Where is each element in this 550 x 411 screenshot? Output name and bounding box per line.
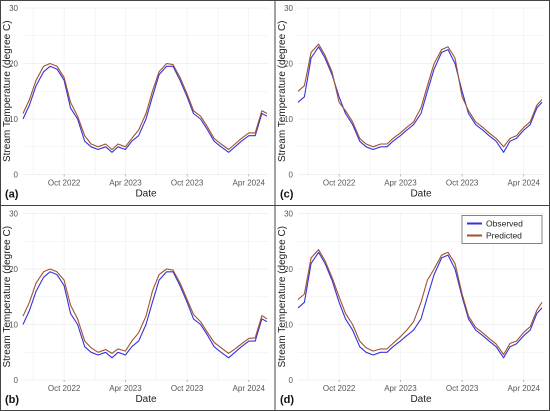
legend-box: [461, 215, 543, 244]
x-axis-label: Date: [135, 189, 157, 200]
panel-b: 0 10 20 30 Oct 2022 Apr 2023 Oct 2023 Apr 2024 D…: [2, 210, 269, 406]
y-tick-label: 10: [9, 321, 18, 330]
y-axis-label: Stream Temperature (degree C): [277, 226, 288, 368]
panel-label: (a): [5, 189, 19, 201]
x-tick-label: Oct 2022: [48, 179, 81, 188]
y-tick-label: 0: [14, 376, 19, 385]
y-tick-label: 20: [9, 60, 18, 69]
y-tick-label: 30: [284, 4, 293, 13]
x-tick-label: Oct 2022: [48, 384, 81, 393]
x-tick-label: Oct 2022: [323, 384, 356, 393]
panel-d: 0 10 20 30 Oct 2022 Apr 2023 Oct 2023 Apr 2024 D…: [277, 210, 544, 406]
y-tick-label: 0: [289, 171, 294, 180]
series-line-predicted: [22, 268, 268, 354]
panel-c: 0 10 20 30 Oct 2022 Apr 2023 Oct 2023 Apr 2024 D…: [277, 4, 544, 201]
x-axis-label: Date: [410, 394, 432, 405]
x-tick-label: Oct 2022: [323, 179, 356, 188]
series-line-predicted: [297, 249, 543, 356]
x-tick-label: Apr 2023: [384, 384, 417, 393]
series-line-observed: [297, 251, 543, 359]
series-line-predicted: [22, 62, 268, 151]
legend-label-observed: Observed: [486, 219, 523, 229]
series-line-predicted: [297, 43, 543, 148]
x-tick-label: Apr 2024: [233, 384, 266, 393]
series-line-observed: [22, 271, 268, 359]
y-tick-label: 10: [284, 115, 293, 124]
panel-label: (b): [5, 394, 19, 406]
y-tick-label: 10: [9, 115, 18, 124]
x-axis-label: Date: [410, 189, 432, 200]
legend-label-predicted: Predicted: [486, 231, 522, 241]
y-tick-label: 30: [9, 4, 18, 13]
x-tick-label: Apr 2024: [508, 384, 541, 393]
y-tick-label: 10: [284, 321, 293, 330]
y-axis-label: Stream Temperature (degree C): [277, 20, 288, 162]
x-tick-label: Apr 2023: [109, 384, 142, 393]
y-tick-label: 30: [284, 210, 293, 219]
y-axis-label: Stream Temperature (degree C): [2, 226, 13, 368]
panel-label: (c): [280, 189, 294, 201]
x-tick-label: Apr 2024: [233, 179, 266, 188]
x-tick-label: Oct 2023: [446, 384, 479, 393]
x-tick-label: Apr 2023: [109, 179, 142, 188]
y-tick-label: 20: [284, 60, 293, 69]
series-line-observed: [297, 46, 543, 153]
y-tick-label: 20: [284, 265, 293, 274]
y-tick-label: 0: [14, 171, 19, 180]
x-axis-label: Date: [135, 394, 157, 405]
y-tick-label: 20: [9, 265, 18, 274]
x-tick-label: Oct 2023: [171, 179, 204, 188]
x-tick-label: Apr 2023: [384, 179, 417, 188]
panel-a: 0 10 20 30 Oct 2022 Apr 2023 Oct 2023 Apr 2024 D…: [2, 4, 269, 201]
panel-label: (d): [280, 394, 294, 406]
y-axis-label: Stream Temperature (degree C): [2, 20, 13, 162]
series-line-observed: [22, 65, 268, 153]
x-tick-label: Oct 2023: [171, 384, 204, 393]
x-tick-label: Oct 2023: [446, 179, 479, 188]
x-tick-label: Apr 2024: [508, 179, 541, 188]
y-tick-label: 30: [9, 210, 18, 219]
legend: Observed Predicted: [461, 215, 543, 244]
y-tick-label: 0: [289, 376, 294, 385]
